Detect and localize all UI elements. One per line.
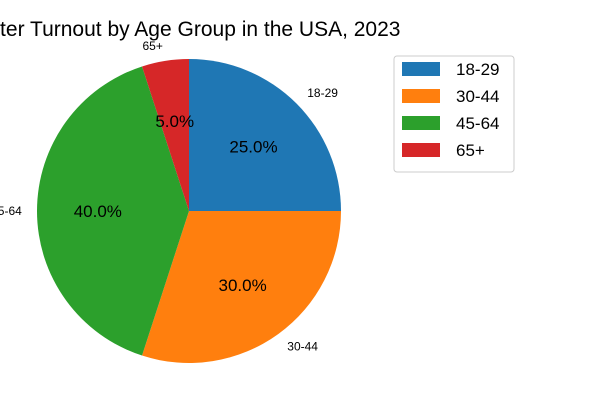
legend-label-45-64: 45-64 xyxy=(456,114,499,133)
percentage-label-45-64: 40.0% xyxy=(74,202,122,221)
percentage-label-18-29: 25.0% xyxy=(229,138,277,157)
category-label-18-29: 18-29 xyxy=(307,86,338,100)
legend-label-30-44: 30-44 xyxy=(456,87,499,106)
percentage-label-65+: 5.0% xyxy=(155,112,194,131)
legend-swatch-65+ xyxy=(402,143,440,157)
chart-title: Voter Turnout by Age Group in the USA, 2… xyxy=(0,18,400,41)
legend: 18-29 30-44 45-64 65+ xyxy=(393,55,515,173)
pie-slices xyxy=(37,59,341,363)
pie-slice-65+ xyxy=(142,59,189,211)
category-label-45-64: 45-64 xyxy=(0,204,22,218)
category-labels: 18-29 30-44 45-64 65+ xyxy=(0,39,338,353)
legend-swatch-18-29 xyxy=(402,62,440,76)
pie-slice-30-44 xyxy=(142,211,341,363)
legend-label-18-29: 18-29 xyxy=(456,60,499,79)
category-label-65+: 65+ xyxy=(142,39,162,53)
legend-swatch-30-44 xyxy=(402,89,440,103)
legend-label-65+: 65+ xyxy=(456,141,485,160)
legend-swatch-45-64 xyxy=(402,116,440,130)
pie-slice-45-64 xyxy=(37,66,190,356)
pie-slice-18-29 xyxy=(189,59,341,211)
category-label-30-44: 30-44 xyxy=(287,339,318,353)
percentage-labels: 25.0% 30.0% 40.0% 5.0% xyxy=(74,112,278,295)
percentage-label-30-44: 30.0% xyxy=(219,276,267,295)
